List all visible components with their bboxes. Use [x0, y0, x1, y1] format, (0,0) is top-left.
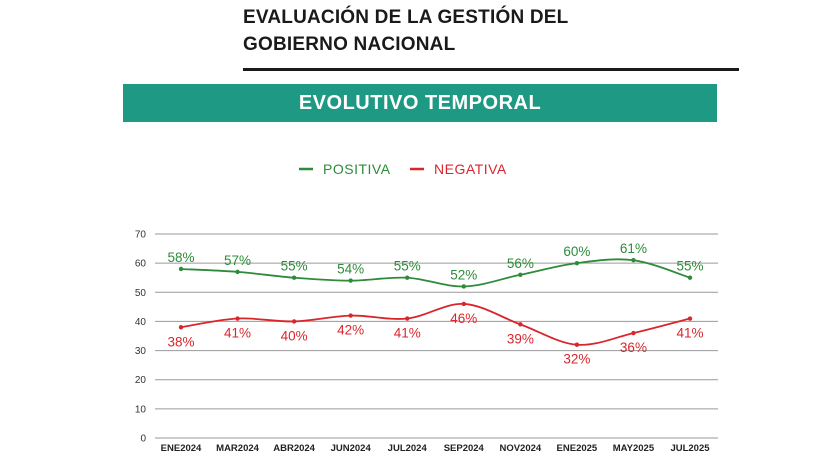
data-label: 57%	[224, 253, 251, 268]
y-tick-label: 30	[135, 346, 147, 357]
chart-series: 58% 57% 55% 54% 55% 52% 56% 60% 61% 55% 38% 41% 40% 4…	[167, 241, 703, 367]
y-tick-label: 10	[135, 404, 147, 415]
data-label: 54%	[337, 262, 364, 277]
x-tick-label: ABR2024	[273, 443, 315, 454]
data-label: 41%	[224, 326, 251, 341]
y-axis: 0 10 20 30 40 50 60 70	[135, 230, 147, 445]
series-positiva: 58% 57% 55% 54% 55% 52% 56% 60% 61% 55%	[167, 241, 704, 289]
legend-label: POSITIVA	[323, 161, 391, 177]
x-tick-label: JUL2024	[388, 443, 428, 454]
data-label: 32%	[563, 352, 590, 367]
series-negativa: 38% 41% 40% 42% 41% 46% 39% 32% 36% 41%	[167, 301, 704, 367]
data-point	[574, 260, 580, 266]
data-label: 36%	[620, 340, 647, 355]
y-tick-label: 40	[135, 317, 147, 328]
data-label: 55%	[394, 259, 421, 274]
data-label: 60%	[563, 244, 590, 259]
legend-item: POSITIVA	[299, 161, 391, 177]
data-label: 52%	[450, 267, 477, 282]
data-label: 46%	[450, 311, 477, 326]
data-point	[687, 316, 693, 321]
data-point	[178, 266, 184, 272]
data-label: 58%	[167, 250, 194, 265]
x-tick-label: MAY2025	[613, 443, 655, 454]
data-label: 56%	[507, 256, 534, 271]
x-tick-label: ENE2024	[161, 443, 202, 454]
x-tick-label: SEP2024	[444, 443, 485, 454]
y-tick-label: 0	[140, 434, 146, 445]
data-point	[291, 275, 297, 280]
x-tick-label: NOV2024	[499, 443, 541, 454]
data-point	[235, 316, 240, 321]
data-label: 38%	[167, 334, 194, 349]
section-banner: EVOLUTIVO TEMPORAL	[123, 84, 717, 122]
series-line	[180, 303, 691, 346]
y-tick-label: 20	[135, 375, 147, 386]
data-point	[461, 301, 466, 307]
legend-item: NEGATIVA	[410, 161, 507, 177]
data-point	[405, 316, 410, 321]
x-tick-label: JUL2025	[670, 443, 710, 454]
x-tick-label: JUN2024	[331, 443, 372, 454]
x-axis: ENE2024 MAR2024 ABR2024 JUN2024 JUL2024 SEP20…	[161, 443, 711, 454]
page-title-line-1: EVALUACIÓN DE LA GESTIÓN DEL	[243, 7, 569, 28]
data-point	[687, 275, 693, 280]
data-point	[348, 313, 353, 318]
section-banner-label: EVOLUTIVO TEMPORAL	[298, 91, 542, 114]
data-label: 55%	[676, 259, 703, 274]
data-point	[348, 278, 353, 283]
y-tick-label: 70	[135, 230, 147, 241]
data-point	[291, 319, 297, 324]
page-title-line-2: GOBIERNO NACIONAL	[243, 34, 456, 55]
legend-label: NEGATIVA	[434, 161, 507, 177]
data-point	[178, 325, 184, 330]
data-label: 42%	[337, 323, 364, 338]
chart-legend: POSITIVA NEGATIVA	[299, 161, 507, 177]
series-line	[180, 258, 691, 288]
data-label: 61%	[620, 241, 647, 256]
title-block: EVALUACIÓN DE LA GESTIÓN DEL GOBIERNO NA…	[243, 4, 738, 58]
y-tick-label: 60	[135, 259, 147, 270]
data-point	[574, 342, 580, 347]
data-label: 41%	[676, 326, 703, 341]
data-point	[631, 330, 636, 336]
data-point	[631, 258, 636, 263]
y-tick-label: 50	[135, 288, 147, 299]
data-point	[235, 269, 240, 275]
data-label: 55%	[281, 259, 308, 274]
data-label: 41%	[394, 326, 421, 341]
data-label: 40%	[281, 328, 308, 343]
title-underline	[243, 68, 739, 71]
x-tick-label: MAR2024	[216, 443, 259, 454]
data-point	[461, 284, 466, 289]
data-point	[518, 272, 523, 277]
chart-grid	[155, 233, 718, 439]
data-point	[518, 322, 523, 327]
x-tick-label: ENE2025	[557, 443, 598, 454]
data-point	[405, 275, 410, 280]
data-label: 39%	[507, 331, 534, 346]
